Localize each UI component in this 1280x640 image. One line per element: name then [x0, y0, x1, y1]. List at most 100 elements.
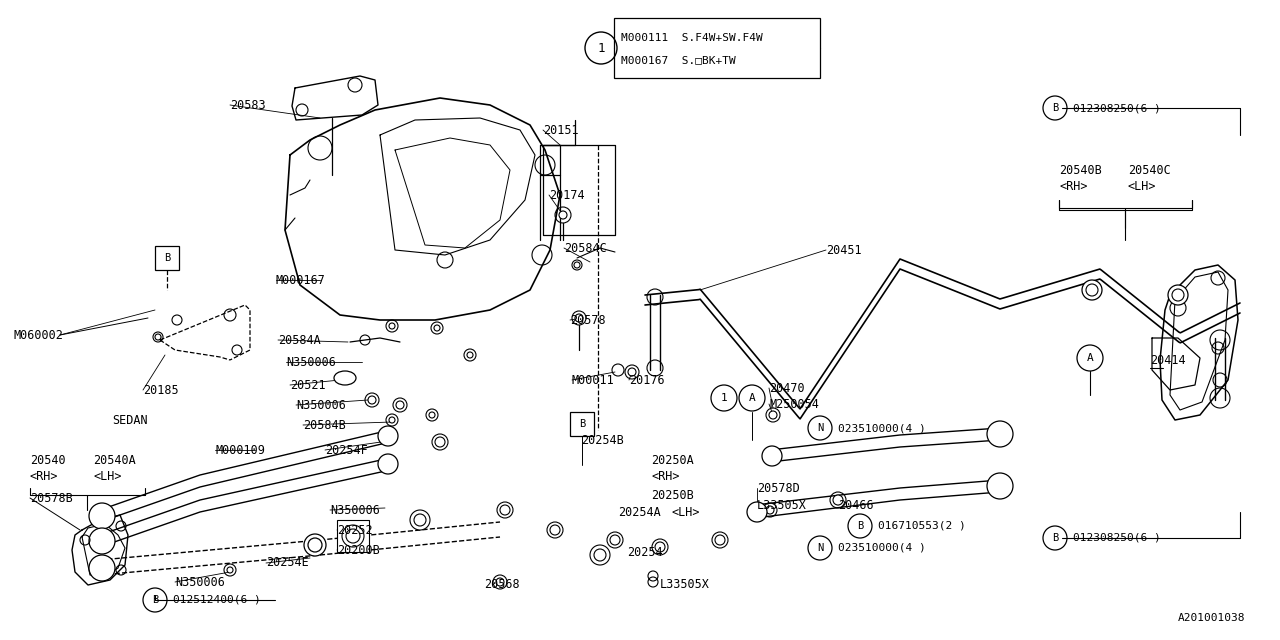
Text: 20540C: 20540C	[1128, 163, 1171, 177]
Circle shape	[378, 454, 398, 474]
Text: M000109: M000109	[215, 444, 265, 456]
Circle shape	[467, 352, 474, 358]
Circle shape	[1082, 280, 1102, 300]
Text: 012512400(6 ): 012512400(6 )	[173, 595, 261, 605]
Text: <LH>: <LH>	[1128, 179, 1157, 193]
Text: 20254B: 20254B	[581, 433, 623, 447]
Text: 20583: 20583	[230, 99, 266, 111]
Text: 20185: 20185	[143, 383, 179, 397]
Text: 20176: 20176	[628, 374, 664, 387]
Text: M00011: M00011	[572, 374, 614, 387]
Text: M060002: M060002	[14, 328, 64, 342]
Circle shape	[90, 528, 115, 554]
Text: 20578: 20578	[570, 314, 605, 326]
Circle shape	[308, 538, 323, 552]
Text: A: A	[749, 393, 755, 403]
Text: <RH>: <RH>	[29, 470, 59, 483]
Text: 20254F: 20254F	[325, 444, 367, 456]
Circle shape	[378, 426, 398, 446]
Text: <RH>: <RH>	[1059, 179, 1088, 193]
Text: 20174: 20174	[549, 189, 585, 202]
Circle shape	[389, 417, 396, 423]
Circle shape	[573, 262, 580, 268]
Bar	[571, 412, 594, 436]
Text: B: B	[1052, 103, 1059, 113]
Circle shape	[90, 555, 115, 581]
Circle shape	[433, 434, 448, 450]
Text: B: B	[579, 419, 585, 429]
Circle shape	[833, 495, 844, 505]
Circle shape	[155, 334, 161, 340]
Text: 20540A: 20540A	[93, 454, 136, 467]
Circle shape	[748, 502, 767, 522]
Circle shape	[987, 473, 1012, 499]
Circle shape	[652, 539, 668, 555]
Text: L33505X: L33505X	[756, 499, 806, 511]
Text: 1: 1	[598, 42, 604, 54]
Text: B: B	[152, 595, 159, 605]
Text: N350006: N350006	[285, 355, 335, 369]
Text: 20470: 20470	[769, 381, 805, 394]
Text: 20521: 20521	[291, 378, 325, 392]
Text: A201001038: A201001038	[1178, 613, 1245, 623]
Text: 20578B: 20578B	[29, 492, 73, 504]
Text: N350006: N350006	[330, 504, 380, 516]
Text: 016710553(2 ): 016710553(2 )	[878, 521, 965, 531]
Text: 20451: 20451	[826, 243, 861, 257]
Circle shape	[93, 507, 111, 525]
Text: 20252: 20252	[337, 524, 372, 536]
Text: 20414: 20414	[1149, 353, 1185, 367]
Text: 20584A: 20584A	[278, 333, 321, 346]
Text: 20540B: 20540B	[1059, 163, 1102, 177]
Text: 20254E: 20254E	[266, 557, 308, 570]
Text: 023510000(4 ): 023510000(4 )	[838, 543, 925, 553]
Text: 012308250(6 ): 012308250(6 )	[1073, 533, 1161, 543]
Circle shape	[559, 211, 567, 219]
Text: <LH>: <LH>	[672, 506, 700, 520]
Text: <LH>: <LH>	[93, 470, 122, 483]
Circle shape	[547, 522, 563, 538]
Text: M000167: M000167	[276, 273, 326, 287]
Text: M000167  S.□BK+TW: M000167 S.□BK+TW	[621, 55, 736, 65]
Text: M250054: M250054	[769, 397, 819, 410]
Text: A: A	[1087, 353, 1093, 363]
Text: 20254A: 20254A	[618, 506, 660, 520]
Text: B: B	[1052, 533, 1059, 543]
Text: L33505X: L33505X	[660, 579, 710, 591]
Circle shape	[434, 325, 440, 331]
Text: 023510000(4 ): 023510000(4 )	[838, 423, 925, 433]
Circle shape	[342, 525, 364, 547]
Circle shape	[90, 503, 115, 529]
Text: N: N	[817, 543, 823, 553]
Circle shape	[590, 545, 611, 565]
Text: 20578D: 20578D	[756, 481, 800, 495]
Text: 20200B: 20200B	[337, 543, 380, 557]
Circle shape	[389, 323, 396, 329]
Text: 20584C: 20584C	[564, 241, 607, 255]
Text: 20250B: 20250B	[652, 488, 694, 502]
Circle shape	[987, 421, 1012, 447]
Circle shape	[305, 534, 326, 556]
Circle shape	[497, 578, 504, 586]
Bar	[614, 18, 820, 78]
Bar	[155, 246, 178, 269]
Circle shape	[497, 502, 513, 518]
Circle shape	[762, 446, 782, 466]
Text: 20568: 20568	[484, 579, 520, 591]
Text: 20254: 20254	[627, 547, 663, 559]
Text: B: B	[856, 521, 863, 531]
Circle shape	[410, 510, 430, 530]
Text: <RH>: <RH>	[652, 470, 680, 483]
Bar	[337, 520, 369, 552]
Circle shape	[227, 567, 233, 573]
Circle shape	[575, 314, 582, 322]
Text: N350006: N350006	[296, 399, 346, 412]
Circle shape	[429, 412, 435, 418]
Circle shape	[769, 411, 777, 419]
Circle shape	[1169, 285, 1188, 305]
Circle shape	[765, 506, 774, 514]
Text: 20151: 20151	[543, 124, 579, 136]
Circle shape	[396, 401, 404, 409]
Text: N: N	[817, 423, 823, 433]
Text: SEDAN: SEDAN	[113, 413, 147, 426]
